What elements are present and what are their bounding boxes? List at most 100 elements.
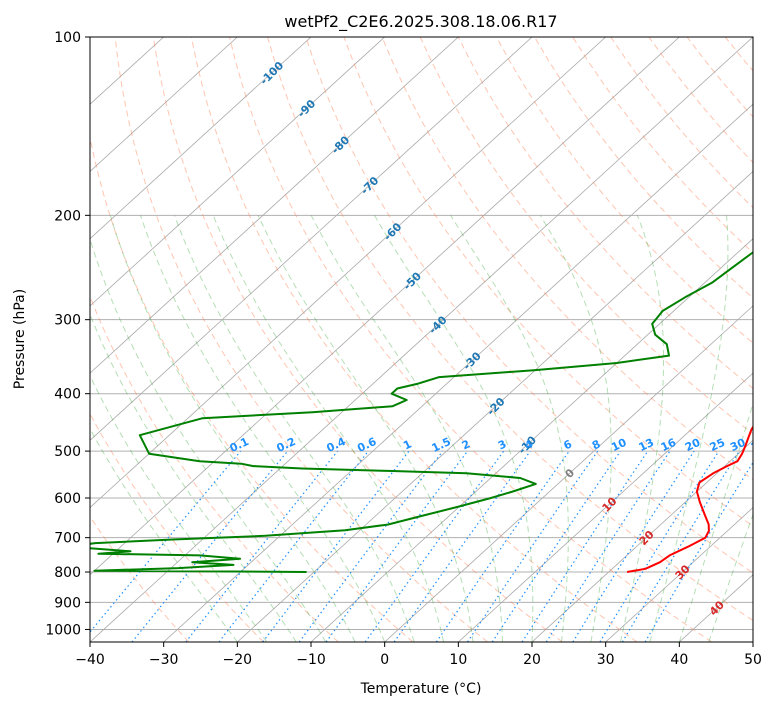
isotherm-line bbox=[90, 37, 459, 374]
dry-adiabat bbox=[724, 37, 753, 72]
mixing-ratio-line bbox=[218, 450, 369, 642]
dry-adiabat bbox=[419, 37, 753, 435]
moist-adiabat bbox=[90, 313, 297, 642]
isotherm-line bbox=[310, 238, 753, 642]
mixing-ratio-label: 0.4 bbox=[325, 435, 348, 455]
mixing-ratio-label: 2 bbox=[460, 437, 472, 452]
moist-adiabat bbox=[539, 215, 612, 642]
dry-adiabat bbox=[534, 37, 753, 299]
dry-adiabat bbox=[90, 412, 264, 642]
isotherm-line bbox=[90, 37, 385, 307]
y-tick-label: 100 bbox=[54, 30, 81, 46]
mixing-ratio-label: 10 bbox=[609, 436, 629, 454]
mixing-ratio-line bbox=[621, 450, 740, 642]
axis-ticks: −40 −30 −20 −10 0 10 20 30 40 5010020030040050060… bbox=[45, 30, 762, 668]
y-tick-label: 700 bbox=[54, 531, 81, 547]
mixing-ratio-line bbox=[599, 450, 720, 642]
plot-frame bbox=[89, 36, 754, 643]
y-axis-label: Pressure (hPa) bbox=[12, 289, 28, 389]
chart-title: wetPf2_C2E6.2025.308.18.06.R17 bbox=[284, 12, 557, 32]
dry-adiabat bbox=[152, 37, 563, 642]
x-tick-label: 50 bbox=[744, 652, 762, 668]
x-tick-label: −30 bbox=[149, 652, 179, 668]
mixing-ratio-line bbox=[521, 450, 649, 642]
mixing-ratio-line bbox=[491, 450, 621, 642]
isotherm-line bbox=[90, 37, 680, 576]
dry-adiabat bbox=[457, 37, 753, 389]
dry-adiabat bbox=[90, 135, 414, 642]
dry-adiabat bbox=[686, 37, 753, 118]
mixing-ratio-label: 0.1 bbox=[228, 435, 251, 455]
moist-adiabat bbox=[212, 215, 445, 642]
x-tick-label: 30 bbox=[597, 652, 615, 668]
isotherm-line bbox=[752, 641, 753, 642]
x-tick-label: 0 bbox=[380, 652, 389, 668]
mixing-ratio-label: 16 bbox=[659, 436, 679, 454]
x-tick-label: 40 bbox=[670, 652, 688, 668]
x-axis-label: Temperature (°C) bbox=[360, 681, 482, 697]
y-tick-label: 400 bbox=[54, 387, 81, 403]
y-tick-label: 500 bbox=[54, 444, 81, 460]
mixing-ratio-label: 30 bbox=[728, 436, 748, 454]
moist-adiabat bbox=[90, 374, 268, 642]
moist-adiabat bbox=[257, 215, 474, 642]
moist-adiabat bbox=[450, 215, 569, 642]
mixing-ratio-label: 13 bbox=[637, 436, 656, 454]
dewpoint-line bbox=[90, 251, 753, 573]
isotherm-line bbox=[458, 372, 753, 642]
mixing-ratio-line bbox=[185, 450, 339, 642]
moist-adiabat bbox=[140, 215, 386, 642]
dry-adiabat bbox=[610, 37, 753, 209]
y-tick-label: 200 bbox=[54, 208, 81, 224]
mixing-ratio-line bbox=[435, 450, 570, 642]
x-tick-label: −10 bbox=[296, 652, 326, 668]
dry-adiabat bbox=[90, 295, 339, 642]
dry-adiabat bbox=[648, 37, 753, 164]
isotherm-line bbox=[237, 170, 753, 642]
dry-adiabat bbox=[305, 37, 753, 574]
x-tick-label: 10 bbox=[449, 652, 467, 668]
mixing-ratio-line bbox=[644, 461, 753, 642]
moist-adiabat bbox=[90, 237, 327, 642]
isotherm-line bbox=[90, 37, 753, 642]
isotherm-line bbox=[90, 37, 533, 441]
mixing-ratio-line bbox=[90, 450, 242, 633]
isotherm-line bbox=[384, 305, 753, 642]
moist-adiabat bbox=[90, 427, 238, 642]
temperature-line bbox=[626, 425, 753, 573]
mixing-ratio-label: 25 bbox=[708, 436, 727, 454]
x-tick-label: −20 bbox=[223, 652, 253, 668]
dry-adiabat bbox=[114, 37, 488, 642]
isotherm-line bbox=[531, 439, 753, 642]
y-tick-label: 800 bbox=[54, 565, 81, 581]
x-tick-label: 20 bbox=[523, 652, 541, 668]
dry-adiabat bbox=[267, 37, 753, 622]
mixing-ratio-label: 20 bbox=[683, 436, 703, 454]
isotherm-line bbox=[90, 37, 606, 509]
dry-adiabat bbox=[763, 37, 775, 642]
plot-clip-group: -100-90-80-70-60-50-40-30-20-10010203040… bbox=[90, 37, 775, 642]
x-tick-label: −40 bbox=[75, 652, 105, 668]
mixing-ratio-label: 0.6 bbox=[355, 435, 378, 455]
isotherm-line bbox=[605, 507, 753, 642]
isotherm-line bbox=[163, 103, 753, 642]
dry-adiabat bbox=[343, 37, 753, 527]
mixing-ratio-line bbox=[262, 450, 410, 642]
mixing-ratio-line bbox=[466, 450, 599, 642]
mixing-ratio-line bbox=[131, 450, 289, 642]
moist-adiabat bbox=[310, 215, 503, 642]
y-tick-label: 600 bbox=[54, 491, 81, 507]
y-tick-label: 300 bbox=[54, 313, 81, 329]
moist-adiabat bbox=[619, 215, 664, 642]
mixing-ratio-line bbox=[364, 450, 505, 642]
dry-adiabat bbox=[90, 515, 190, 642]
y-tick-label: 900 bbox=[54, 595, 81, 611]
plot-area: -100-90-80-70-60-50-40-30-20-10010203040… bbox=[89, 36, 775, 643]
isotherm-line bbox=[90, 37, 312, 240]
dry-adiabat bbox=[190, 37, 638, 642]
y-tick-label: 1000 bbox=[45, 622, 81, 638]
mixing-ratio-label: 6 bbox=[561, 437, 574, 452]
isotherm-line bbox=[90, 37, 238, 172]
